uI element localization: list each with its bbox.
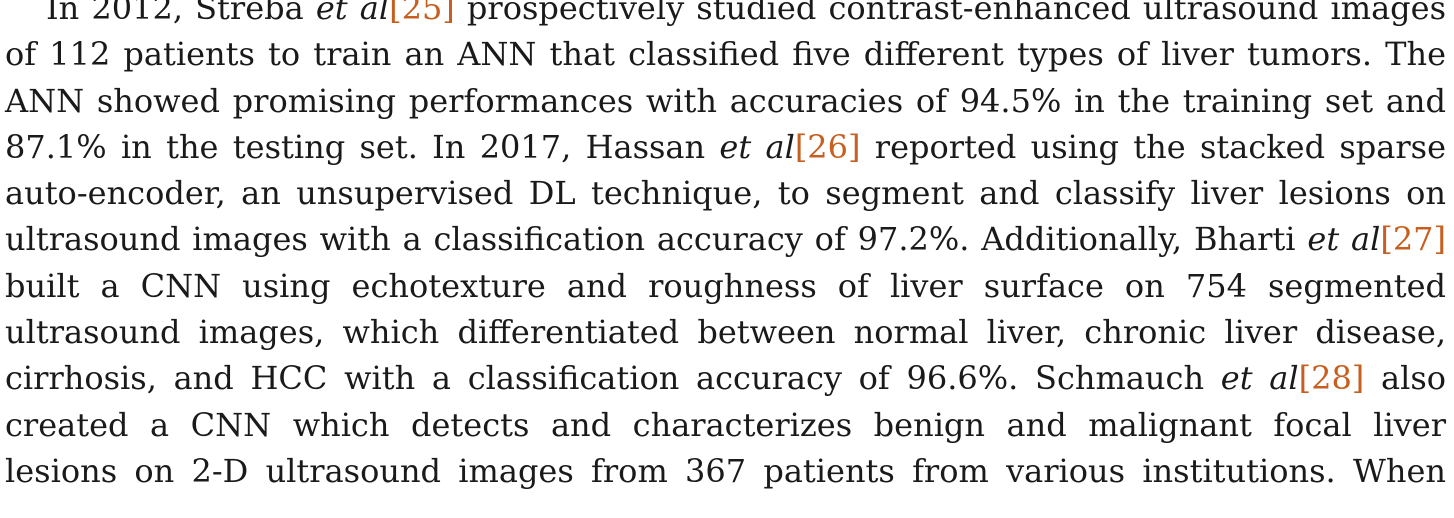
text-line: cirrhosis, and HCC with a classification…: [0, 355, 1446, 401]
text-run: In 2012, Streba: [46, 0, 316, 27]
text-run: reported using the stacked sparse: [860, 127, 1447, 166]
text-line: 87.1% in the testing set. In 2017, Hassa…: [0, 124, 1446, 170]
text-run: prospectively studied contrast-enhanced …: [454, 0, 1447, 27]
text-line: In 2012, Streba et al[25] prospectively …: [0, 0, 1446, 31]
citation-link-28[interactable]: [28]: [1298, 359, 1365, 398]
text-line: auto-encoder, an unsupervised DL techniq…: [5, 174, 1446, 213]
citation-link-25[interactable]: [25]: [389, 0, 455, 27]
et-al-italic: et al: [719, 127, 795, 166]
text-run: cirrhosis, and HCC with a classification…: [5, 359, 1221, 398]
text-line: ultrasound images with a classification …: [0, 216, 1446, 262]
citation-link-26[interactable]: [26]: [794, 127, 861, 166]
text-run: ultrasound images with a classification …: [5, 220, 1308, 259]
text-run: 87.1% in the testing set. In 2017, Hassa…: [5, 127, 720, 166]
text-line: built a CNN using echotexture and roughn…: [5, 266, 1446, 305]
et-al-italic: et al: [1307, 220, 1381, 259]
paragraph: In 2012, Streba et al[25] prospectively …: [0, 0, 1446, 490]
text-line: ultrasound images, which differentiated …: [5, 313, 1446, 352]
text-line: lesions on 2-D ultrasound images from 36…: [5, 451, 1446, 490]
text-line: ANN showed promising performances with a…: [5, 81, 1446, 120]
et-al-italic: et al: [315, 0, 390, 27]
text-run: also: [1364, 359, 1446, 398]
citation-link-27[interactable]: [27]: [1380, 220, 1447, 259]
text-line: of 112 patients to train an ANN that cla…: [5, 35, 1446, 74]
text-line: created a CNN which detects and characte…: [5, 405, 1446, 444]
article-body: In 2012, Streba et al[25] prospectively …: [0, 0, 1446, 490]
et-al-italic: et al: [1220, 359, 1299, 398]
